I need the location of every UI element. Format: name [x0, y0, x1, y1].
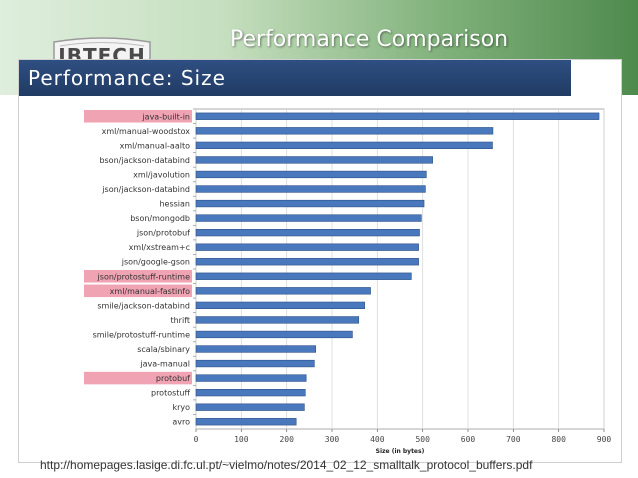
bar [195, 287, 371, 295]
category-label: thrift [170, 316, 190, 325]
bar [195, 345, 316, 353]
bar [195, 374, 307, 382]
bar [195, 330, 353, 339]
category-highlight [84, 371, 192, 385]
bar [195, 199, 425, 208]
source-url[interactable]: http://homepages.lasige.di.fc.ul.pt/~vie… [40, 458, 533, 472]
category-label: xml/manual-woodstox [102, 127, 191, 136]
x-tick-label: 500 [415, 435, 430, 444]
bar [195, 301, 365, 310]
size-bar-chart: 0 100 200 300 400 500 600 700 800 900 java-built-i… [84, 108, 612, 455]
category-label: smile/jackson-databind [97, 301, 190, 310]
category-label: avro [172, 418, 190, 427]
x-tick-label: 300 [325, 435, 340, 444]
bar [195, 418, 297, 426]
x-tick-label: 400 [370, 435, 385, 444]
bar [195, 112, 600, 120]
category-label: xml/manual-aalto [120, 141, 190, 150]
category-label: bson/jackson-databind [99, 156, 190, 165]
category-label: hessian [159, 200, 190, 209]
bar [195, 316, 360, 324]
category-label: json/protobuf [136, 229, 190, 238]
category-highlight [84, 284, 192, 298]
category-highlight [84, 110, 192, 123]
x-tick-label: 600 [461, 435, 476, 444]
bar [195, 243, 419, 251]
category-label: xml/xstream+c [129, 243, 190, 252]
category-label: kryo [172, 403, 190, 412]
category-label: json/protostuff-runtime [97, 272, 191, 281]
x-tick-label: 700 [506, 435, 521, 444]
category-label: json/jackson-databind [101, 185, 190, 194]
category-label: bson/mongodb [130, 214, 190, 223]
category-label: java-built-in [141, 112, 190, 121]
category-label: protostuff [151, 389, 190, 398]
x-axis-label: Size (in bytes) [376, 448, 425, 455]
x-tick-label: 800 [551, 435, 566, 444]
x-tick-label: 200 [279, 435, 294, 444]
x-tick-label: 900 [597, 435, 612, 444]
bar [195, 359, 315, 368]
category-label: scala/sbinary [137, 345, 190, 354]
bar [195, 141, 493, 150]
chart-title: Performance: Size [28, 66, 226, 90]
category-label: xml/manual-fastinfo [110, 287, 190, 296]
x-tick-label: 100 [234, 435, 249, 444]
bar [195, 185, 426, 193]
bar [195, 258, 419, 266]
chart-panel-header: Performance: Size [19, 60, 571, 96]
category-label: java-manual [139, 360, 190, 369]
category-label: xml/javolution [133, 170, 190, 179]
x-tick-label: 0 [194, 435, 199, 444]
bar [195, 388, 306, 397]
bar [195, 214, 422, 222]
category-highlight [84, 270, 192, 283]
category-label: protobuf [156, 374, 190, 383]
bar [195, 170, 427, 179]
bar [195, 403, 305, 411]
bar [195, 272, 412, 280]
category-label: smile/protostuff-runtime [93, 330, 190, 339]
category-label: json/google-gson [121, 258, 190, 267]
slide-title: Performance Comparison [230, 27, 509, 52]
bar [195, 228, 420, 237]
bar [195, 156, 433, 164]
bar [195, 127, 494, 135]
